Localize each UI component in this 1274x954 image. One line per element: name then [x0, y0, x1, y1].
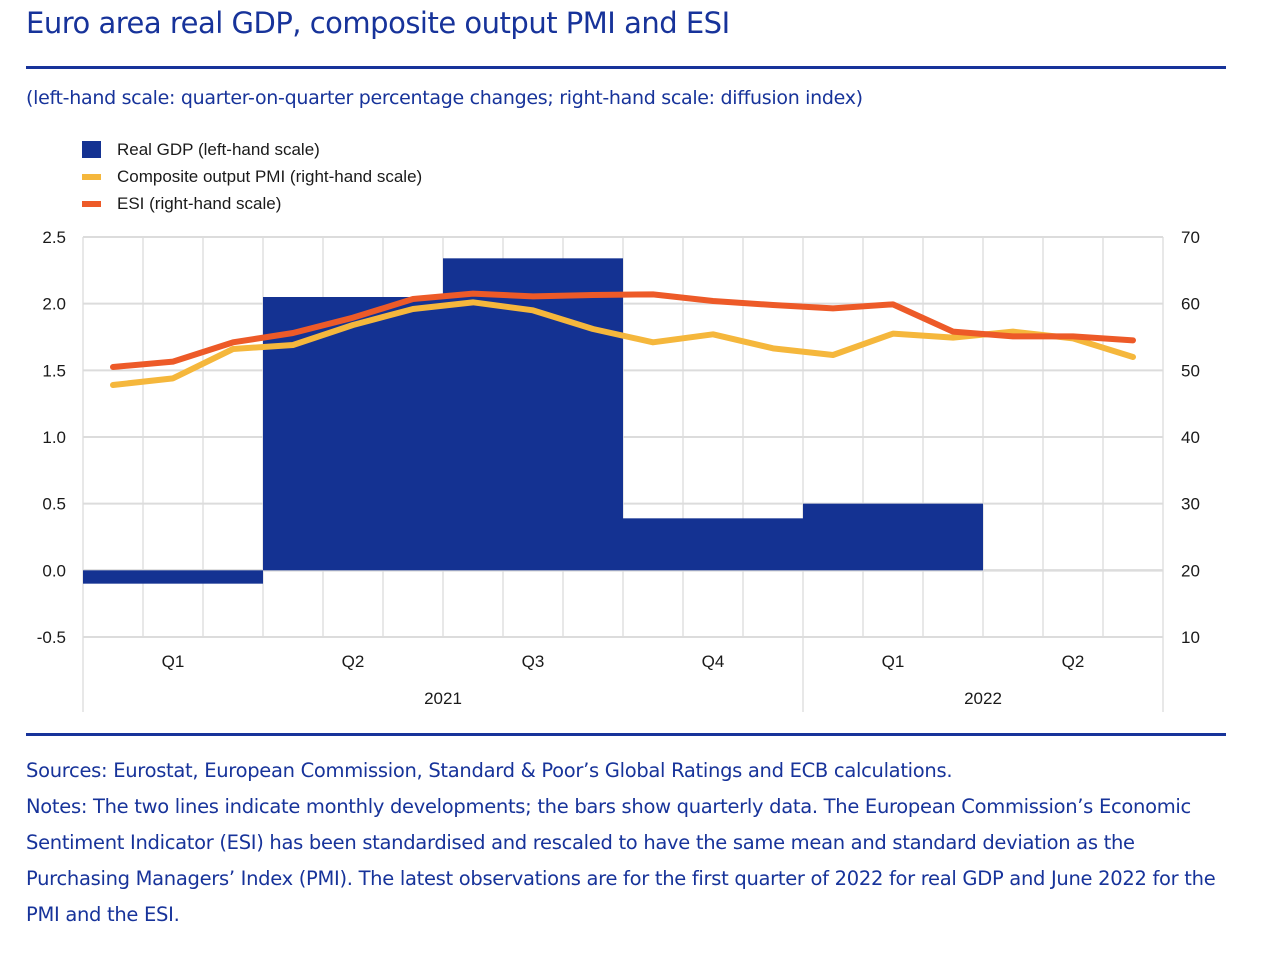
- title-divider: [26, 66, 1226, 69]
- legend-item-gdp: Real GDP (left-hand scale): [82, 136, 422, 163]
- chart-title: Euro area real GDP, composite output PMI…: [26, 6, 730, 40]
- left-tick-label: 0.5: [42, 495, 66, 514]
- right-tick-label: 50: [1181, 361, 1200, 380]
- gdp-bar: [803, 503, 983, 571]
- right-tick-label: 10: [1181, 628, 1200, 647]
- year-label: 2021: [424, 689, 462, 708]
- right-tick-label: 70: [1181, 228, 1200, 247]
- legend-label-gdp: Real GDP (left-hand scale): [117, 139, 320, 159]
- quarter-label: Q4: [702, 652, 725, 671]
- left-tick-label: 2.5: [42, 228, 66, 247]
- legend-label-pmi: Composite output PMI (right-hand scale): [117, 166, 423, 186]
- left-tick-label: 2.0: [42, 295, 66, 314]
- right-tick-label: 60: [1181, 295, 1200, 314]
- left-tick-label: 0.0: [42, 561, 66, 580]
- right-tick-label: 30: [1181, 495, 1200, 514]
- left-tick-label: -0.5: [37, 628, 66, 647]
- quarter-label: Q3: [522, 652, 545, 671]
- sources-text: Sources: Eurostat, European Commission, …: [26, 759, 953, 782]
- right-tick-label: 20: [1181, 561, 1200, 580]
- legend-item-pmi: Composite output PMI (right-hand scale): [82, 163, 422, 190]
- legend-swatch-pmi: [82, 173, 101, 180]
- quarter-label: Q1: [162, 652, 185, 671]
- year-label: 2022: [964, 689, 1002, 708]
- gdp-bar: [623, 518, 803, 571]
- right-tick-label: 40: [1181, 428, 1200, 447]
- footer-divider: [26, 733, 1226, 736]
- left-tick-label: 1.0: [42, 428, 66, 447]
- gdp-bar: [263, 297, 443, 571]
- series-lines: [110, 290, 1136, 388]
- quarter-label: Q2: [1062, 652, 1085, 671]
- chart-notes: Sources: Eurostat, European Commission, …: [26, 753, 1241, 933]
- chart-subtitle: (left-hand scale: quarter-on-quarter per…: [26, 87, 863, 109]
- legend-label-esi: ESI (right-hand scale): [117, 193, 282, 213]
- legend-swatch-esi: [82, 200, 101, 207]
- quarter-label: Q2: [342, 652, 365, 671]
- notes-text: Notes: The two lines indicate monthly de…: [26, 795, 1216, 926]
- legend-item-esi: ESI (right-hand scale): [82, 190, 422, 217]
- chart-legend: Real GDP (left-hand scale) Composite out…: [82, 136, 422, 217]
- gdp-bars: [83, 258, 983, 584]
- quarter-label: Q1: [882, 652, 905, 671]
- pmi-line: [110, 299, 1136, 388]
- gdp-bar: [83, 570, 263, 584]
- esi-line: [110, 290, 1136, 370]
- left-tick-label: 1.5: [42, 361, 66, 380]
- axes: 2.5 70 2.0 60 1.5 50 1.0 40 0.5 30 0.0 20 -0.5 10 Q1 Q2…: [37, 228, 1200, 708]
- legend-swatch-gdp: [82, 141, 101, 158]
